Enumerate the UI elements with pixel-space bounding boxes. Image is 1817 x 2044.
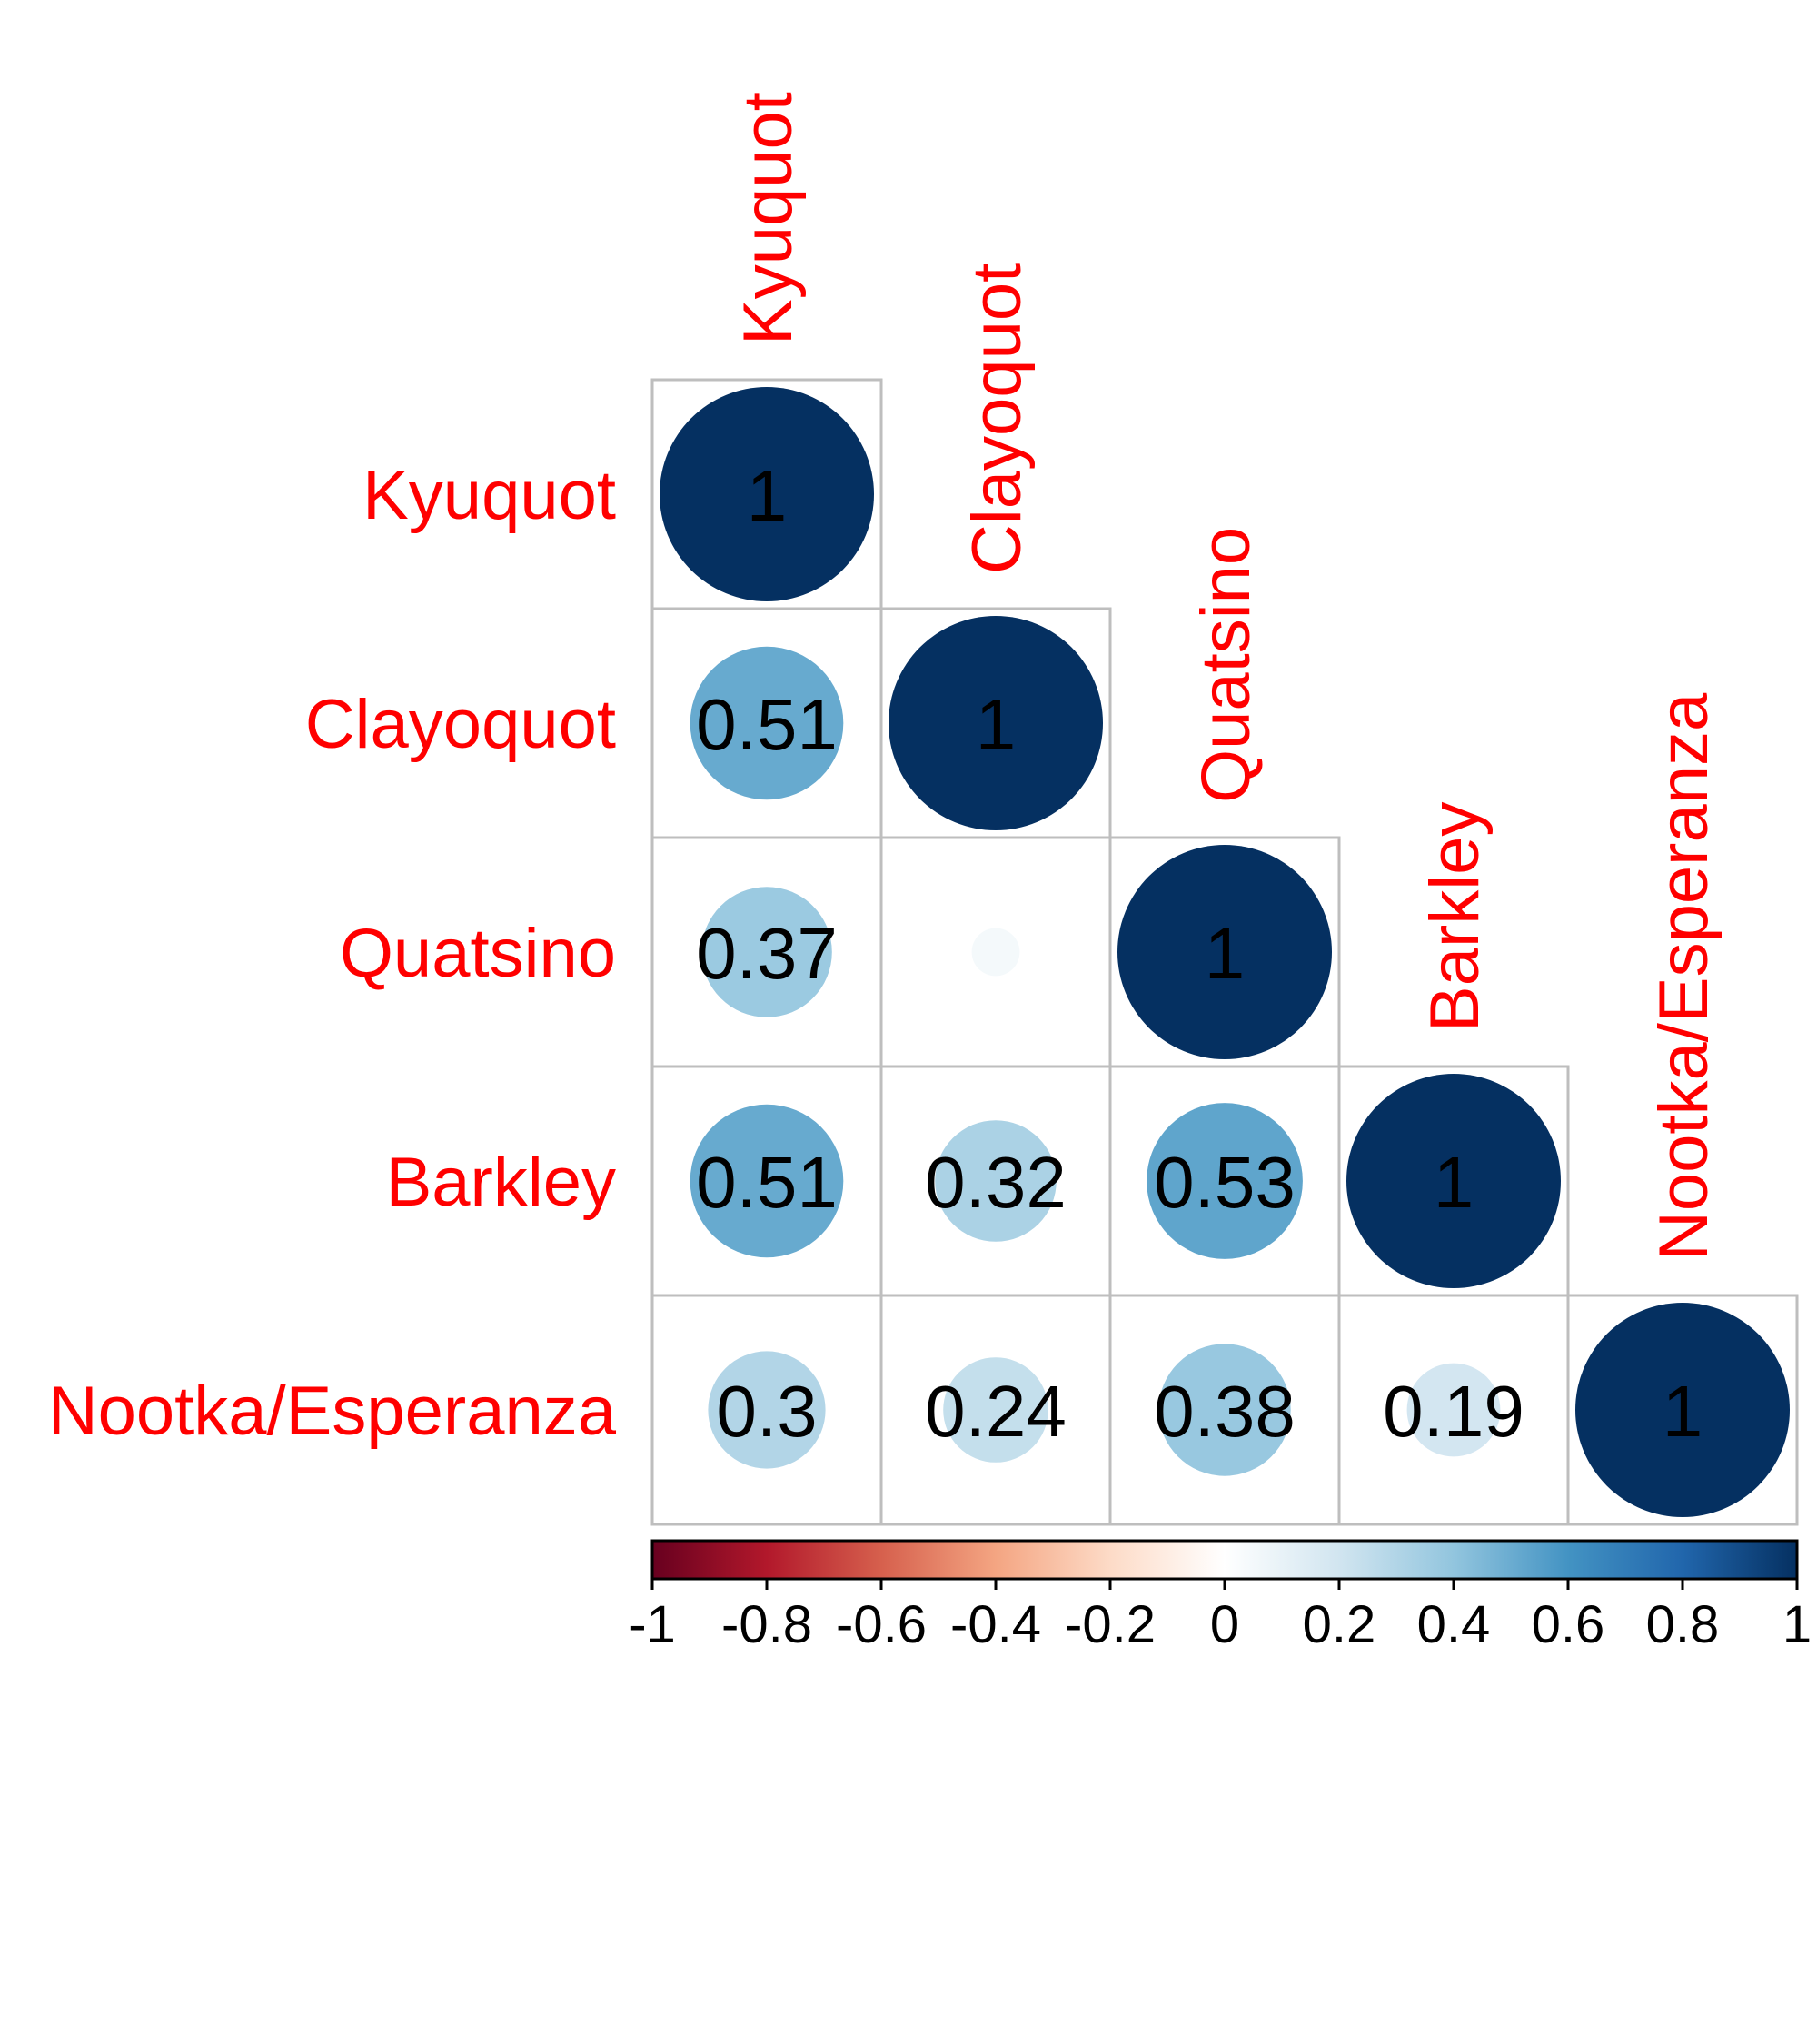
matrix-grid	[650, 378, 1799, 1526]
colorbar-tick-label: 0.2	[1303, 1595, 1376, 1654]
column-label: Barkley	[1416, 802, 1494, 1032]
correlation-value: 0.24	[925, 1371, 1067, 1452]
column-label: Quatsino	[1187, 527, 1265, 803]
correlation-circle	[690, 646, 844, 800]
row-label: Quatsino	[340, 915, 616, 992]
colorbar-tick-label: -0.8	[721, 1595, 812, 1654]
correlation-value: 0.51	[696, 684, 838, 765]
colorbar-tick-label: 0.6	[1532, 1595, 1605, 1654]
correlation-value: 0.19	[1383, 1371, 1524, 1452]
correlation-circle	[1158, 1344, 1291, 1476]
colorbar-tick-label: 0.8	[1646, 1595, 1720, 1654]
correlation-circle	[1346, 1074, 1561, 1288]
correlation-value: 0.38	[1154, 1371, 1296, 1452]
column-label: Clayoquot	[958, 263, 1036, 574]
row-label: Clayoquot	[305, 686, 616, 763]
column-label: Kyuquot	[730, 92, 807, 345]
colorbar-gradient	[652, 1541, 1797, 1579]
correlation-value: 0.53	[1154, 1142, 1296, 1223]
column-label: Nootka/Esperanza	[1645, 692, 1723, 1261]
correlation-value: 0.37	[696, 913, 838, 994]
correlation-circle	[708, 1351, 826, 1469]
colorbar-tick-label: -0.2	[1065, 1595, 1156, 1654]
correlation-circle	[1575, 1303, 1790, 1517]
variable-labels: Kyuquot Kyuquot Clayoquot Clayoquot Quatsino…	[48, 92, 1723, 1450]
correlation-circle	[660, 387, 874, 601]
correlation-circle	[935, 1120, 1057, 1242]
correlation-circles	[660, 387, 1790, 1517]
row-label: Barkley	[386, 1144, 616, 1221]
correlation-value: 0.51	[696, 1142, 838, 1223]
correlation-circle	[690, 1104, 844, 1258]
row-label: Nootka/Esperanza	[48, 1373, 617, 1450]
colorbar: -1 -0.8 -0.6 -0.4 -0.2 0 0.2 0.4 0.6 0.8 1	[629, 1539, 1812, 1654]
correlation-value: 1	[976, 684, 1017, 765]
colorbar-tick-label: -0.4	[950, 1595, 1041, 1654]
correlation-circle	[1117, 845, 1332, 1059]
correlation-value: 0.3	[716, 1371, 817, 1452]
correlation-circle	[971, 928, 1020, 977]
correlation-value: 1	[1434, 1142, 1474, 1223]
correlation-circle	[1147, 1103, 1303, 1259]
colorbar-tick-label: -0.6	[836, 1595, 927, 1654]
colorbar-tick-label: 1	[1782, 1595, 1812, 1654]
correlation-value: 1	[747, 455, 788, 536]
row-label: Kyuquot	[362, 457, 616, 534]
colorbar-tick-label: -1	[629, 1595, 676, 1654]
correlation-values: 1 0.51 1 0.37 1 0.51 0.32 0.53 1 0.3 0.24 0.38 0.19 1	[696, 455, 1703, 1452]
correlation-value: 1	[1663, 1371, 1703, 1452]
correlation-value: 0.32	[925, 1142, 1067, 1223]
correlation-value: 1	[1205, 913, 1246, 994]
matrix-cell	[1566, 1294, 1799, 1526]
correlation-circle	[701, 887, 832, 1017]
colorbar-tick-label: 0.4	[1417, 1595, 1491, 1654]
correlation-circle	[1406, 1363, 1501, 1457]
correlation-circle	[943, 1357, 1048, 1463]
colorbar-tick-label: 0	[1210, 1595, 1239, 1654]
correlation-circle	[889, 616, 1103, 830]
